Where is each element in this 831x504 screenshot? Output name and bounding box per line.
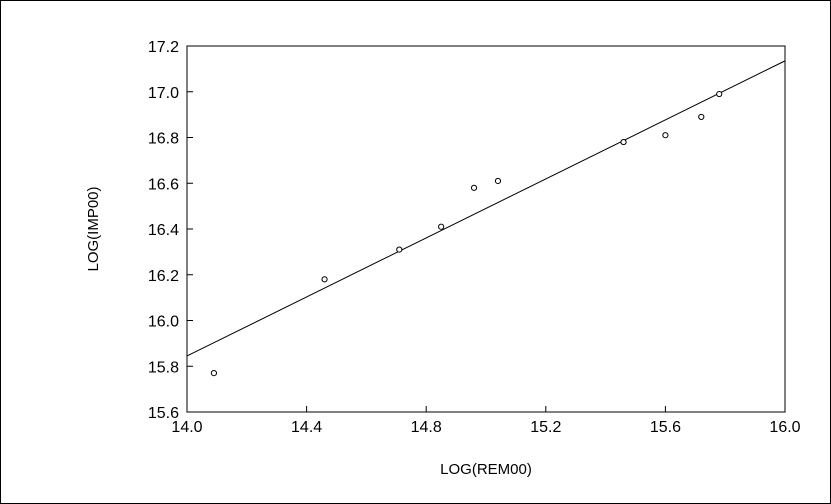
fit-line (186, 60, 786, 357)
y-tick-label: 16.4 (148, 222, 179, 239)
y-tick-label: 17.2 (148, 39, 179, 56)
y-tick-label: 16.2 (148, 268, 179, 285)
data-point (210, 370, 218, 377)
plot-area (186, 45, 786, 413)
y-tick-label: 16.0 (148, 314, 179, 331)
x-tick-label: 14.0 (171, 419, 202, 436)
y-tick-label: 15.8 (148, 359, 179, 376)
data-point (716, 90, 723, 98)
y-tick-label: 16.8 (148, 131, 179, 148)
data-point (438, 223, 445, 230)
data-point (662, 132, 669, 139)
y-tick-label: 16.6 (148, 176, 179, 193)
data-point (321, 276, 328, 283)
x-axis-ticks: 14.0 14.4 14.8 15.2 15.6 16.0 (171, 406, 801, 436)
y-tick-label: 15.6 (148, 405, 179, 422)
x-tick-label: 14.8 (411, 419, 442, 436)
y-axis-title: LOG(IMP00) (85, 186, 102, 271)
y-axis-ticks: 15.6 15.8 16.0 16.2 16.4 16.6 16.8 17.0 17.2 (148, 39, 193, 422)
x-tick-label: 14.4 (291, 419, 322, 436)
data-point (396, 246, 403, 253)
data-points (210, 90, 723, 377)
data-point (470, 184, 478, 191)
x-tick-label: 15.6 (650, 419, 681, 436)
x-tick-label: 16.0 (769, 419, 800, 436)
x-axis-title: LOG(REM00) (440, 461, 532, 478)
x-tick-label: 15.2 (530, 419, 561, 436)
data-point (698, 113, 705, 121)
data-point (620, 138, 627, 146)
y-tick-label: 17.0 (148, 85, 179, 102)
data-point (494, 177, 502, 185)
